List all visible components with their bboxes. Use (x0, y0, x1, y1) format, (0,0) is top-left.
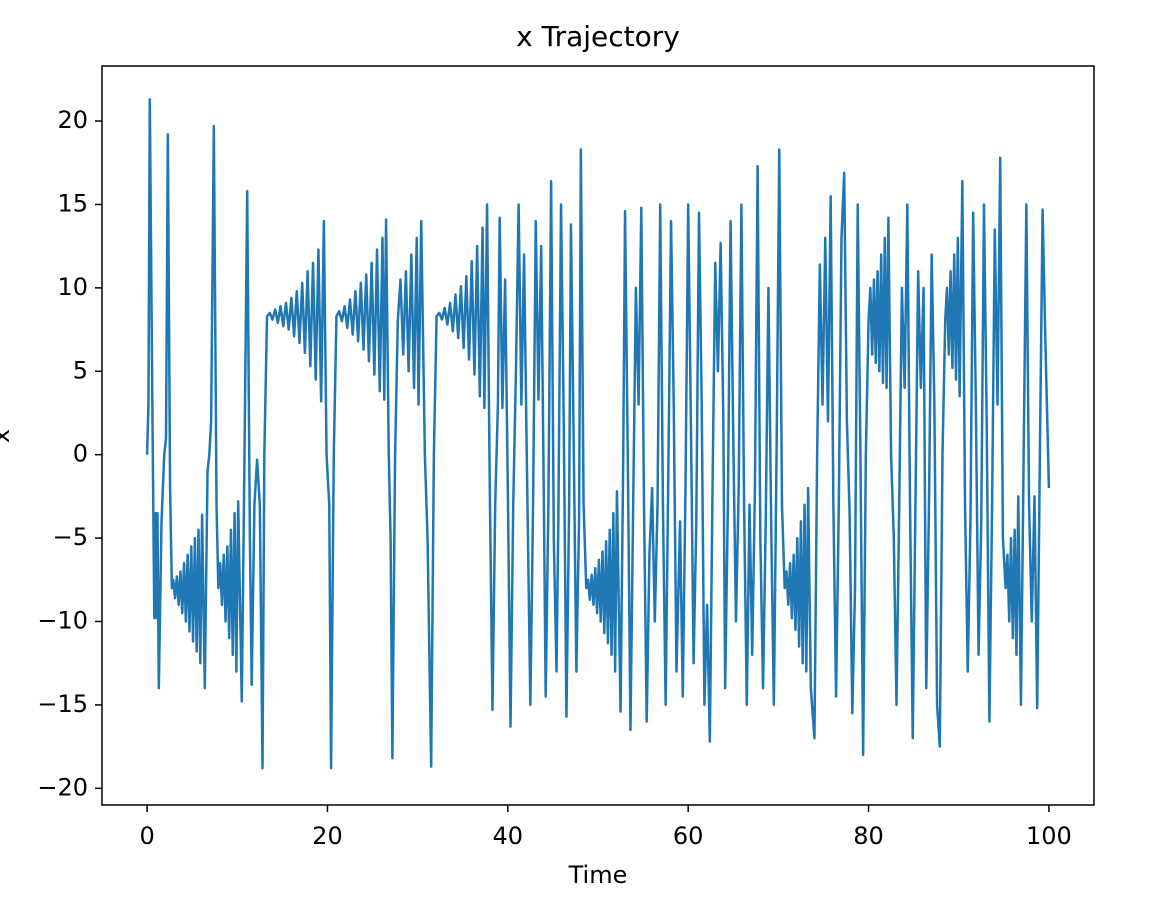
x-tick-label: 100 (1026, 822, 1072, 850)
y-tick-label: −20 (37, 773, 88, 801)
y-tick-label: −5 (53, 523, 88, 551)
x-tick-label: 0 (139, 822, 154, 850)
x-tick-label: 20 (312, 822, 343, 850)
x-tick-label: 80 (853, 822, 884, 850)
data-line (145, 98, 1051, 770)
y-tick-label: 5 (73, 356, 88, 384)
x-tick-label: 60 (673, 822, 704, 850)
y-tick-label: 10 (57, 273, 88, 301)
y-tick-label: 0 (73, 440, 88, 468)
x-tick-label: 40 (493, 822, 524, 850)
y-tick-label: −15 (37, 690, 88, 718)
y-tick-label: 20 (57, 106, 88, 134)
x-axis-label: Time (568, 861, 628, 889)
y-tick-label: −10 (37, 607, 88, 635)
y-tick-label: 15 (57, 189, 88, 217)
plot-frame (101, 65, 1095, 806)
chart-title: x Trajectory (516, 20, 680, 53)
y-axis-label: x (0, 429, 15, 443)
